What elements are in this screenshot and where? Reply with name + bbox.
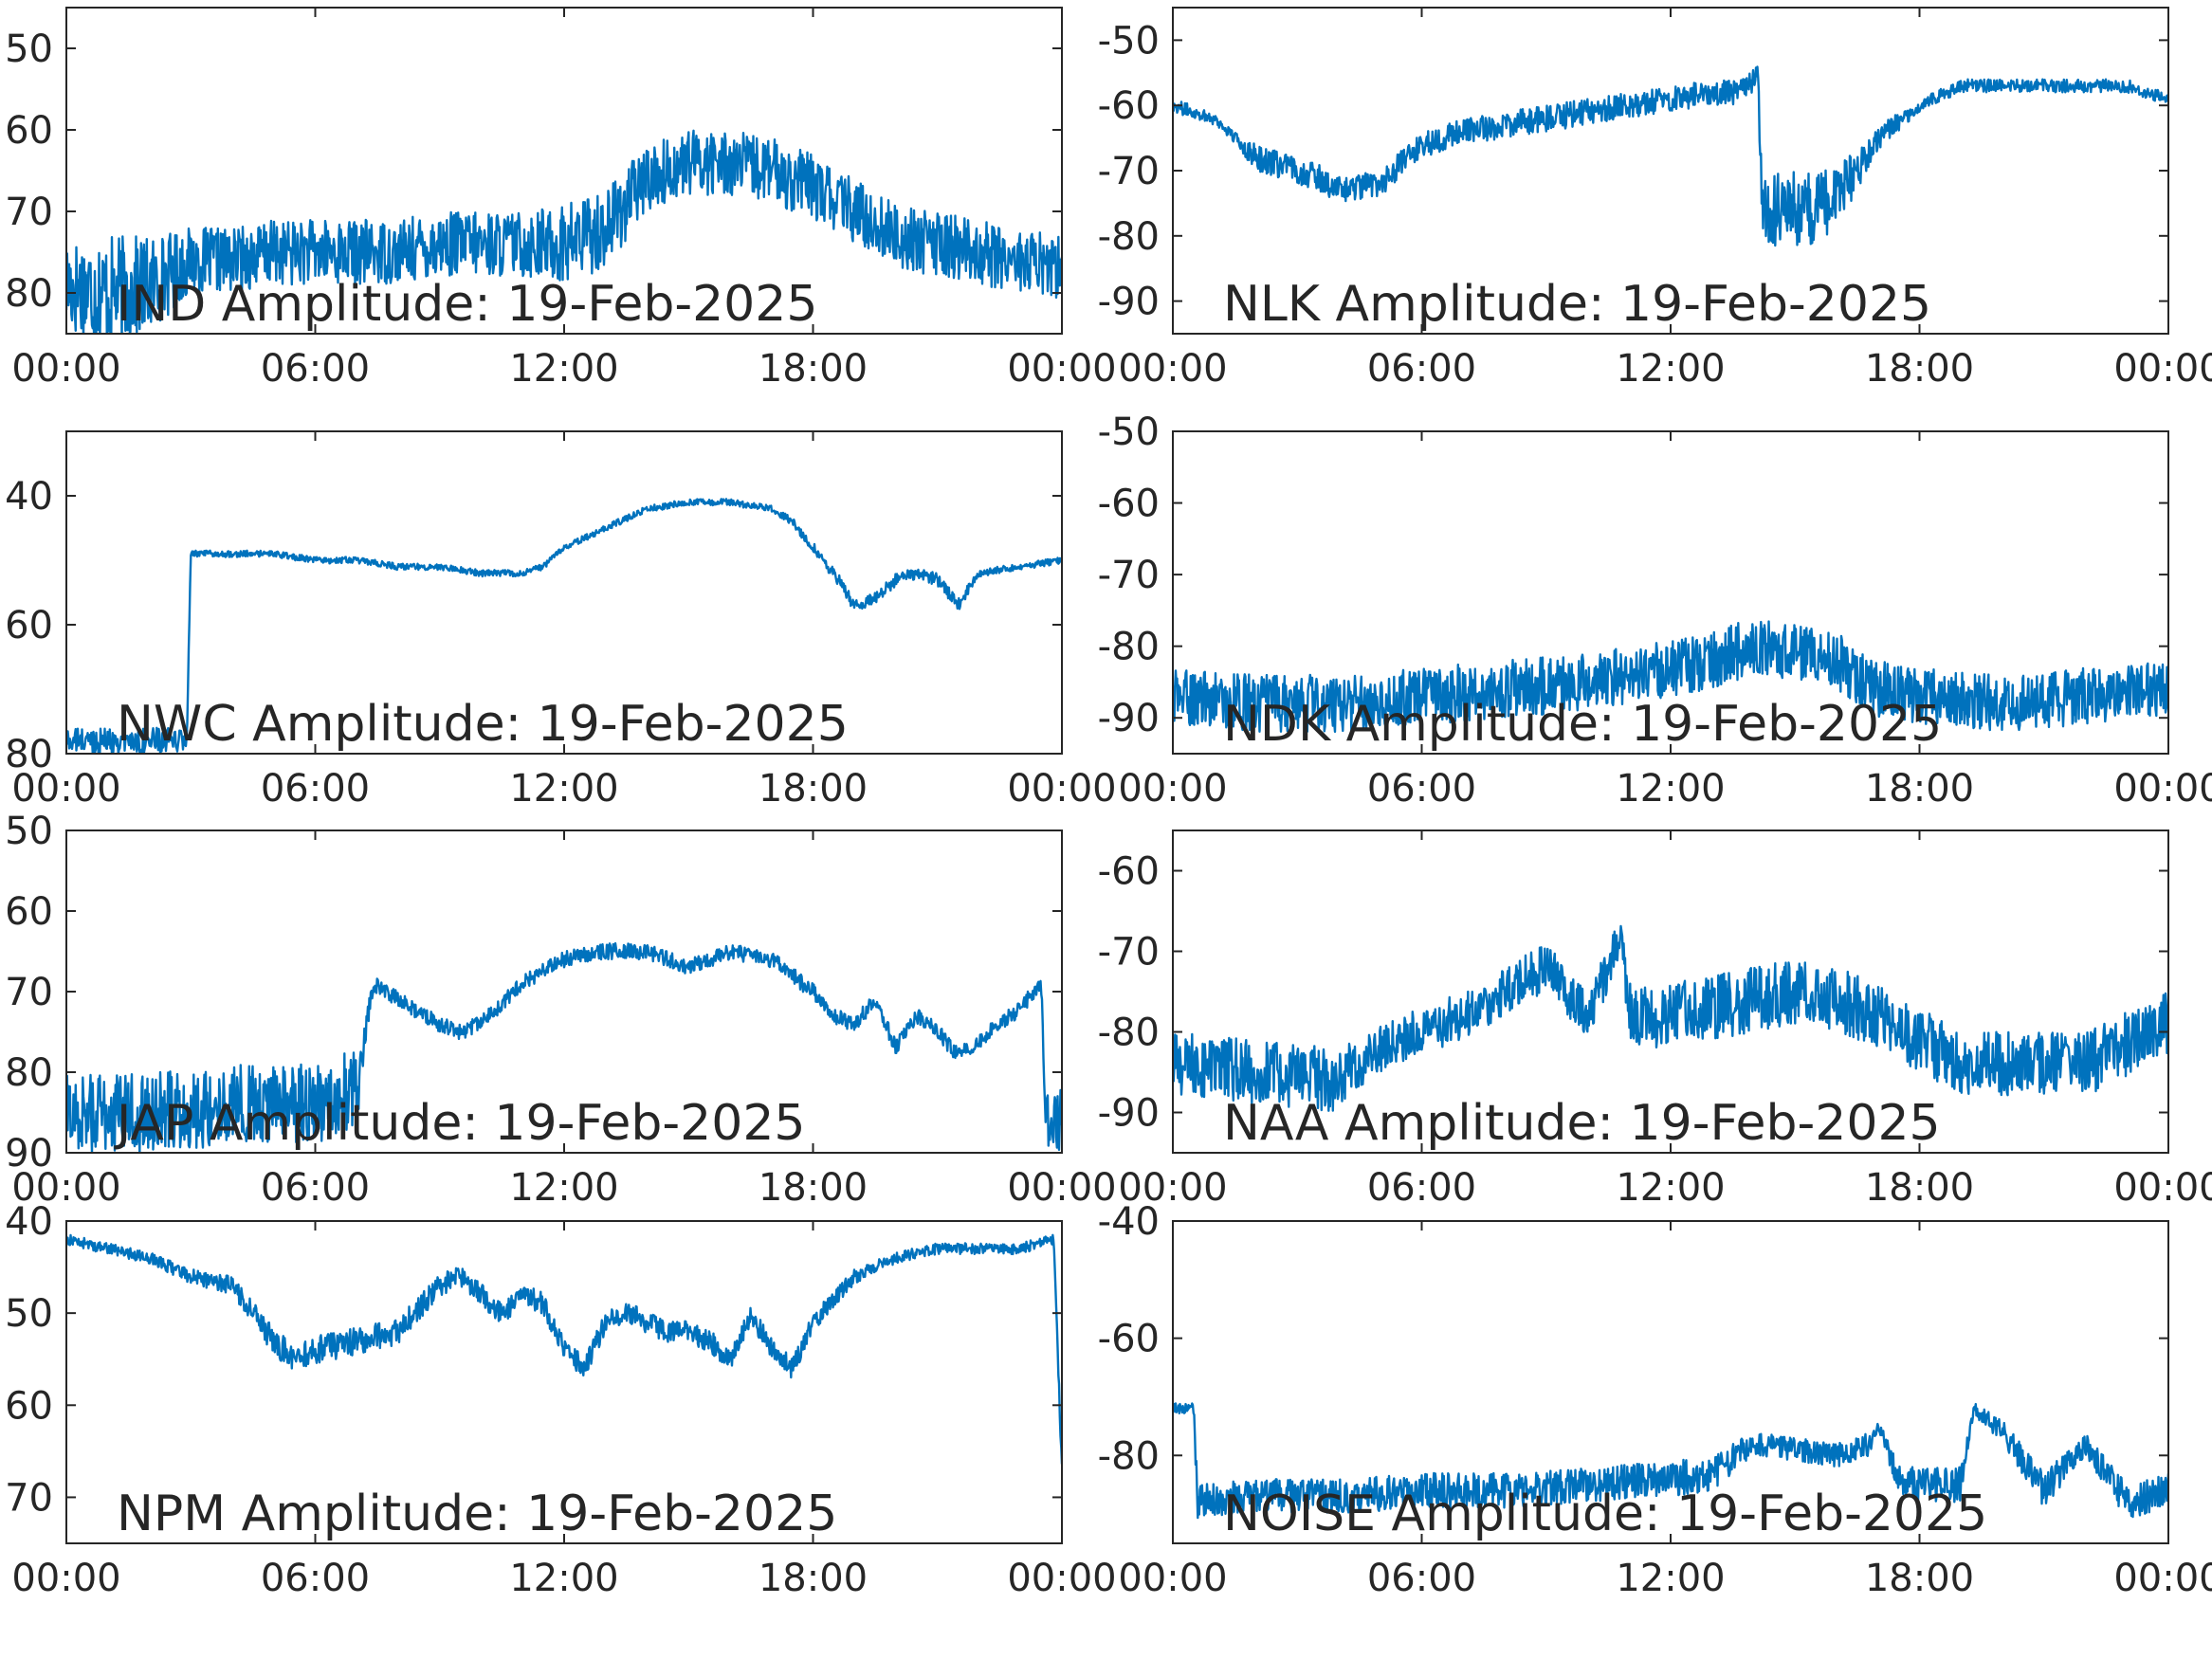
noise-x-tick-label: 12:00 [1616, 1557, 1725, 1600]
nlk-x-tick-label: 18:00 [1865, 347, 1974, 391]
ndk-x-tick-label: 12:00 [1616, 767, 1725, 811]
ind-x-tick-label: 12:00 [509, 347, 618, 391]
noise-y-tick-label: -60 [1098, 1318, 1160, 1361]
ind-x-tick-label: 00:00 [1007, 347, 1116, 391]
naa-panel: 00:00 06:00 12:00 18:00 00:00 -90 -80 -70 -60 NAA… [1098, 830, 2212, 1210]
jap-x-tick-label: 00:00 [11, 1166, 120, 1210]
nwc-y-tick-label: 80 [5, 733, 53, 776]
nlk-y-tick-label: -60 [1098, 84, 1160, 128]
naa-y-tick-label: -60 [1098, 850, 1160, 894]
noise-x-tick-label: 00:00 [1118, 1557, 1227, 1600]
ind-y-tick-label: 50 [5, 27, 53, 71]
npm-panel-title: NPM Amplitude: 19-Feb-2025 [117, 1486, 837, 1542]
jap-y-tick-label: 70 [5, 971, 53, 1014]
ind-amplitude-trace [66, 129, 1062, 334]
npm-x-tick-label: 18:00 [759, 1557, 868, 1600]
npm-x-tick-label: 00:00 [11, 1557, 120, 1600]
naa-y-tick-label: -90 [1098, 1092, 1160, 1136]
jap-x-tick-label: 06:00 [261, 1166, 370, 1210]
nwc-panel-title: NWC Amplitude: 19-Feb-2025 [117, 696, 849, 753]
noise-x-tick-label: 06:00 [1367, 1557, 1476, 1600]
nwc-x-tick-label: 00:00 [1007, 767, 1116, 811]
ind-y-tick-label: 60 [5, 109, 53, 153]
ndk-amplitude-trace [1173, 620, 2168, 733]
ind-panel-title: IND Amplitude: 19-Feb-2025 [117, 276, 817, 333]
nwc-x-tick-label: 00:00 [11, 767, 120, 811]
ndk-x-tick-label: 18:00 [1865, 767, 1974, 811]
nwc-y-tick-label: 60 [5, 604, 53, 647]
naa-x-tick-label: 12:00 [1616, 1166, 1725, 1210]
naa-x-tick-label: 06:00 [1367, 1166, 1476, 1210]
jap-panel-title: JAP Amplitude: 19-Feb-2025 [114, 1095, 806, 1152]
naa-panel-title: NAA Amplitude: 19-Feb-2025 [1223, 1095, 1941, 1152]
nwc-x-tick-label: 12:00 [509, 767, 618, 811]
nwc-x-tick-label: 06:00 [261, 767, 370, 811]
npm-amplitude-trace [66, 1233, 1062, 1465]
naa-y-tick-label: -80 [1098, 1012, 1160, 1055]
npm-y-tick-label: 50 [5, 1292, 53, 1336]
ndk-y-tick-label: -60 [1098, 483, 1160, 526]
nlk-y-tick-label: -90 [1098, 281, 1160, 324]
ind-y-tick-label: 70 [5, 191, 53, 234]
ndk-y-tick-label: -70 [1098, 554, 1160, 597]
naa-x-tick-label: 00:00 [2113, 1166, 2212, 1210]
ndk-y-tick-label: -50 [1098, 410, 1160, 454]
jap-y-tick-label: 80 [5, 1051, 53, 1095]
naa-amplitude-trace [1173, 924, 2168, 1112]
naa-x-tick-label: 00:00 [1118, 1166, 1227, 1210]
naa-x-tick-label: 18:00 [1865, 1166, 1974, 1210]
nwc-x-tick-label: 18:00 [759, 767, 868, 811]
noise-y-tick-label: -80 [1098, 1434, 1160, 1478]
npm-y-tick-label: 60 [5, 1384, 53, 1428]
ind-x-tick-label: 18:00 [759, 347, 868, 391]
ind-x-tick-label: 06:00 [261, 347, 370, 391]
ind-y-tick-label: 80 [5, 272, 53, 316]
ind-x-tick-label: 00:00 [11, 347, 120, 391]
nlk-y-tick-label: -50 [1098, 19, 1160, 63]
npm-y-tick-label: 40 [5, 1200, 53, 1244]
npm-y-tick-label: 70 [5, 1476, 53, 1520]
nlk-x-tick-label: 06:00 [1367, 347, 1476, 391]
ndk-x-tick-label: 00:00 [2113, 767, 2212, 811]
jap-y-tick-label: 90 [5, 1132, 53, 1176]
noise-x-tick-label: 18:00 [1865, 1557, 1974, 1600]
ndk-x-tick-label: 06:00 [1367, 767, 1476, 811]
jap-x-tick-label: 18:00 [759, 1166, 868, 1210]
ndk-x-tick-label: 00:00 [1118, 767, 1227, 811]
npm-panel: 00:00 06:00 12:00 18:00 00:00 70 60 50 40 NPM Amp… [5, 1200, 1117, 1600]
nlk-y-tick-label: -70 [1098, 150, 1160, 193]
jap-y-tick-label: 50 [5, 810, 53, 853]
ind-panel: 00:00 06:00 12:00 18:00 00:00 80 70 60 50 IND Amp… [5, 7, 1117, 391]
noise-panel: 00:00 06:00 12:00 18:00 00:00 -80 -60 -40 NOISE … [1098, 1200, 2212, 1600]
nwc-amplitude-trace [66, 498, 1062, 754]
jap-y-tick-label: 60 [5, 890, 53, 934]
npm-x-tick-label: 12:00 [509, 1557, 618, 1600]
ndk-panel-title: NDK Amplitude: 19-Feb-2025 [1223, 696, 1942, 753]
noise-x-tick-label: 00:00 [2113, 1557, 2212, 1600]
jap-x-tick-label: 12:00 [509, 1166, 618, 1210]
nwc-y-tick-label: 40 [5, 475, 53, 519]
nlk-panel: 00:00 06:00 12:00 18:00 00:00 -90 -80 -70 -60 -50… [1098, 7, 2212, 391]
nlk-x-tick-label: 00:00 [1118, 347, 1227, 391]
ndk-y-tick-label: -80 [1098, 626, 1160, 669]
nlk-x-tick-label: 12:00 [1616, 347, 1725, 391]
ndk-y-tick-label: -90 [1098, 697, 1160, 740]
nlk-panel-title: NLK Amplitude: 19-Feb-2025 [1223, 276, 1931, 333]
nlk-x-tick-label: 00:00 [2113, 347, 2212, 391]
jap-x-tick-label: 00:00 [1007, 1166, 1116, 1210]
nlk-amplitude-trace [1173, 65, 2168, 247]
npm-x-tick-label: 06:00 [261, 1557, 370, 1600]
noise-panel-title: NOISE Amplitude: 19-Feb-2025 [1223, 1486, 1987, 1542]
naa-y-tick-label: -70 [1098, 931, 1160, 975]
jap-amplitude-trace [66, 941, 1062, 1153]
noise-amplitude-trace [1173, 1402, 2168, 1520]
nlk-y-tick-label: -80 [1098, 215, 1160, 259]
noise-y-tick-label: -40 [1098, 1200, 1160, 1244]
ndk-panel: 00:00 06:00 12:00 18:00 00:00 -90 -80 -70 -60 -50… [1098, 410, 2212, 811]
npm-x-tick-label: 00:00 [1007, 1557, 1116, 1600]
